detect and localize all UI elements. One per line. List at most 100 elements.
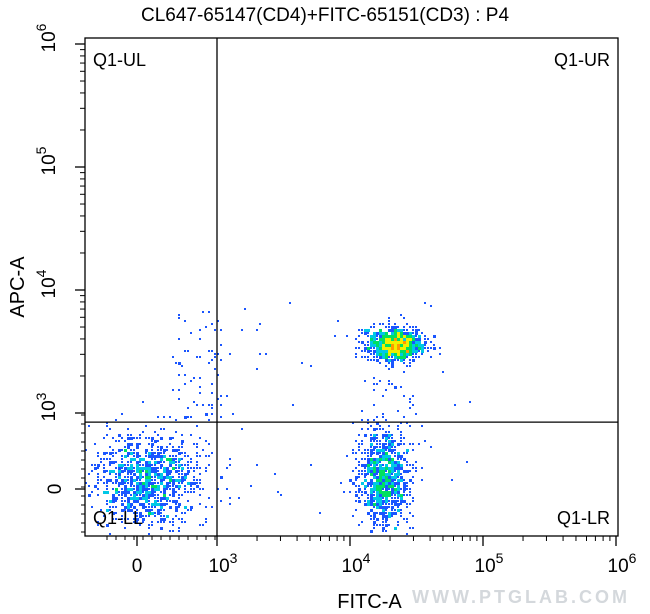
event-point <box>148 473 151 476</box>
event-point <box>424 344 426 346</box>
event-point <box>415 356 417 358</box>
event-point <box>190 506 193 509</box>
event-point <box>205 518 207 520</box>
event-point <box>178 479 181 482</box>
event-point <box>310 365 312 367</box>
event-point <box>136 488 139 491</box>
event-point <box>187 416 189 418</box>
event-point <box>397 488 400 491</box>
event-point <box>157 449 159 451</box>
event-point <box>424 341 427 344</box>
event-point <box>367 359 369 361</box>
event-point <box>379 458 382 461</box>
event-point <box>130 494 132 496</box>
event-point <box>142 506 145 509</box>
event-point <box>370 509 373 512</box>
event-point <box>400 512 402 514</box>
event-point <box>388 344 391 347</box>
event-point <box>370 440 372 442</box>
event-point <box>121 449 123 451</box>
event-point <box>385 431 387 433</box>
event-point <box>385 359 388 362</box>
event-point <box>136 482 139 485</box>
event-point <box>163 428 165 430</box>
x-tick-label: 103 <box>209 550 238 577</box>
event-point <box>154 491 156 493</box>
event-point <box>178 449 180 451</box>
event-point <box>250 485 252 487</box>
event-point <box>388 350 391 353</box>
event-point <box>379 341 382 344</box>
event-point <box>88 425 90 427</box>
event-point <box>181 518 183 520</box>
x-tick-label: 0 <box>132 556 143 577</box>
event-point <box>196 443 198 445</box>
event-point <box>385 326 387 328</box>
event-point <box>136 470 139 473</box>
event-point <box>214 353 216 355</box>
event-point <box>376 506 379 509</box>
event-point <box>184 455 186 457</box>
event-point <box>229 464 231 466</box>
event-point <box>121 503 124 506</box>
event-point <box>355 440 357 442</box>
event-point <box>409 347 412 350</box>
event-point <box>202 524 204 526</box>
event-point <box>400 476 403 479</box>
event-point <box>367 347 370 350</box>
event-point <box>109 470 112 473</box>
event-point <box>382 524 384 526</box>
event-point <box>370 359 372 361</box>
event-point <box>379 482 382 485</box>
event-point <box>376 449 379 452</box>
event-point <box>124 446 126 448</box>
event-point <box>421 353 423 355</box>
event-point <box>145 506 147 508</box>
event-point <box>382 515 385 518</box>
event-point <box>406 335 409 338</box>
event-point <box>406 365 408 367</box>
event-point <box>109 428 111 430</box>
event-point <box>172 482 175 485</box>
event-point <box>220 476 223 479</box>
event-point <box>157 476 160 479</box>
event-point <box>367 482 370 485</box>
event-point <box>142 476 144 478</box>
event-point <box>388 485 391 488</box>
event-point <box>106 470 108 472</box>
event-point <box>370 335 373 338</box>
event-point <box>385 434 388 437</box>
event-point <box>379 344 382 347</box>
event-point <box>181 482 183 484</box>
event-point <box>106 425 108 427</box>
event-point <box>145 509 148 512</box>
event-point <box>205 470 207 472</box>
event-point <box>370 443 373 446</box>
event-point <box>373 404 375 406</box>
event-point <box>121 461 123 463</box>
event-point <box>415 326 417 328</box>
event-point <box>409 491 411 493</box>
event-point <box>124 464 126 466</box>
event-point <box>166 503 168 505</box>
event-point <box>175 419 177 421</box>
event-point <box>367 503 370 506</box>
event-point <box>379 491 382 494</box>
event-point <box>148 470 151 473</box>
event-point <box>376 464 378 466</box>
event-point <box>361 428 363 430</box>
y-tick-label: 0 <box>45 484 66 495</box>
event-point <box>169 521 171 523</box>
event-point <box>364 458 366 460</box>
event-point <box>430 305 432 307</box>
event-point <box>136 485 139 488</box>
event-point <box>142 497 145 500</box>
event-point <box>115 419 117 421</box>
event-point <box>373 440 375 442</box>
event-point <box>172 491 175 494</box>
event-point <box>106 503 108 505</box>
event-point <box>109 479 112 482</box>
event-point <box>184 464 186 466</box>
event-point <box>154 467 157 470</box>
event-point <box>391 461 394 464</box>
